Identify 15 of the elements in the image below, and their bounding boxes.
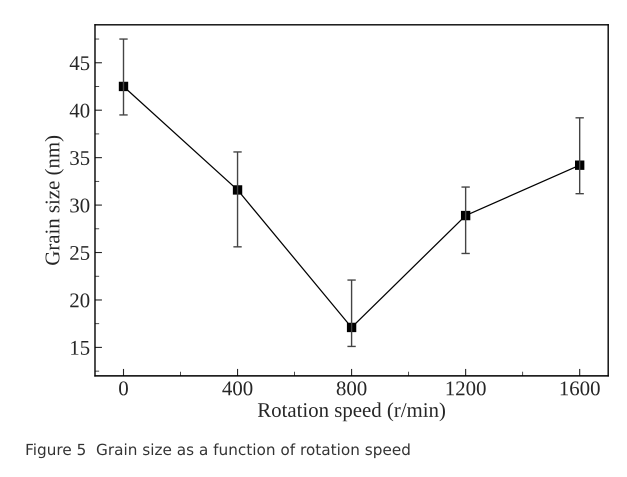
y-tick-label: 40	[70, 104, 90, 118]
x-tick-label: 800	[336, 381, 366, 396]
x-axis-title: Rotation speed (r/min)	[258, 402, 445, 422]
caption: Figure 5 Grain size as a function of rotation speed	[26, 443, 410, 458]
y-tick-label: 15	[71, 340, 90, 355]
y-axis-title: Grain size (nm)	[44, 136, 64, 265]
x-tick-label: 1200	[446, 381, 486, 396]
x-tick-label: 1600	[560, 381, 600, 396]
y-tick-label: 25	[70, 246, 90, 260]
x-tick-label: 400	[222, 381, 252, 396]
y-tick-label: 20	[70, 293, 90, 308]
x-tick-label: 0	[119, 381, 128, 396]
y-tick-label: 30	[70, 198, 90, 213]
y-tick-label: 35	[70, 151, 90, 166]
y-tick-label: 45	[70, 56, 90, 70]
